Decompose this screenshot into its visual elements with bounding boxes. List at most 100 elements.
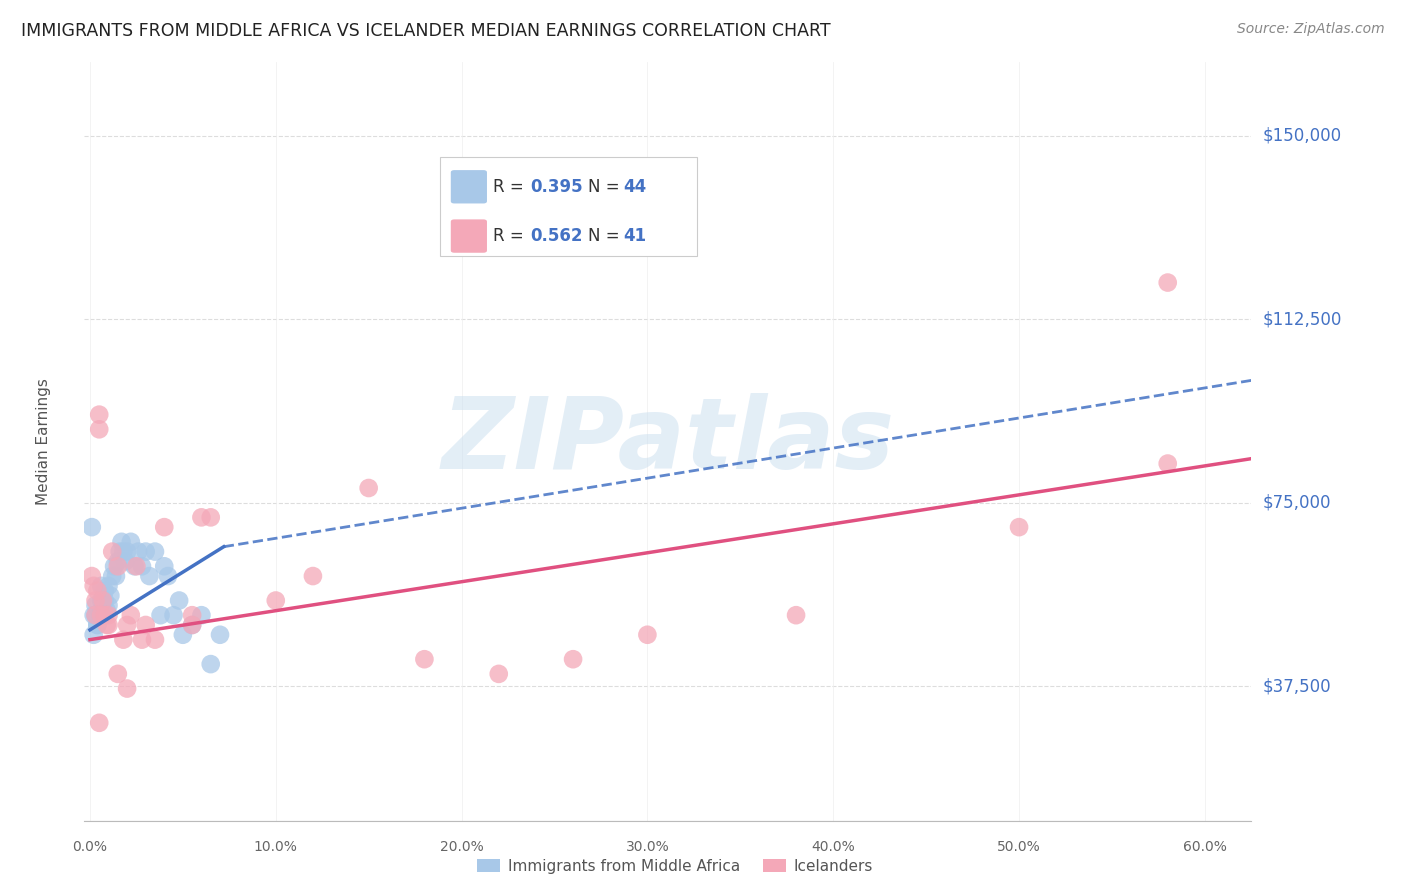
- FancyBboxPatch shape: [440, 157, 697, 256]
- Point: [413, 652, 436, 666]
- Point: [94, 593, 117, 607]
- FancyBboxPatch shape: [451, 219, 486, 252]
- Point: [208, 628, 231, 642]
- Text: $37,500: $37,500: [1263, 677, 1331, 695]
- Point: [143, 544, 166, 558]
- Text: $75,000: $75,000: [1263, 493, 1331, 512]
- Point: [80, 569, 103, 583]
- Text: 0.0%: 0.0%: [73, 840, 107, 855]
- Point: [112, 632, 135, 647]
- Point: [107, 666, 129, 681]
- Point: [264, 593, 287, 607]
- Point: [96, 603, 118, 617]
- Point: [110, 534, 132, 549]
- Point: [97, 618, 120, 632]
- Point: [153, 520, 176, 534]
- Point: [91, 608, 114, 623]
- FancyBboxPatch shape: [451, 170, 486, 203]
- Point: [101, 569, 124, 583]
- Text: 30.0%: 30.0%: [626, 840, 669, 855]
- Point: [97, 608, 120, 623]
- Point: [84, 608, 107, 623]
- Text: $112,500: $112,500: [1263, 310, 1341, 328]
- Point: [83, 628, 105, 642]
- Text: 10.0%: 10.0%: [254, 840, 298, 855]
- Text: Median Earnings: Median Earnings: [37, 378, 51, 505]
- Point: [90, 608, 112, 623]
- Point: [86, 618, 108, 632]
- Text: 41: 41: [623, 227, 647, 245]
- Point: [181, 618, 204, 632]
- Point: [636, 628, 658, 642]
- Point: [112, 544, 135, 558]
- Point: [100, 589, 122, 603]
- Point: [131, 632, 153, 647]
- Text: N =: N =: [589, 227, 626, 245]
- Point: [181, 608, 204, 623]
- Text: N =: N =: [589, 178, 626, 195]
- Point: [115, 544, 138, 558]
- Text: 44: 44: [623, 178, 647, 195]
- Point: [120, 608, 142, 623]
- Point: [200, 657, 222, 672]
- Point: [156, 569, 179, 583]
- Point: [107, 559, 129, 574]
- Point: [86, 618, 108, 632]
- Text: 0.562: 0.562: [530, 227, 582, 245]
- Text: ZIPatlas: ZIPatlas: [441, 393, 894, 490]
- Point: [167, 593, 190, 607]
- Point: [101, 544, 124, 558]
- Point: [90, 579, 112, 593]
- Point: [127, 544, 149, 558]
- Point: [115, 681, 138, 696]
- Point: [97, 599, 120, 613]
- Point: [149, 608, 172, 623]
- Point: [84, 599, 107, 613]
- Point: [103, 559, 125, 574]
- Point: [90, 593, 112, 607]
- Point: [86, 583, 108, 598]
- Text: 50.0%: 50.0%: [997, 840, 1040, 855]
- Point: [89, 422, 111, 436]
- Text: R =: R =: [494, 227, 529, 245]
- Text: Source: ZipAtlas.com: Source: ZipAtlas.com: [1237, 22, 1385, 37]
- Point: [90, 608, 112, 623]
- Point: [172, 628, 194, 642]
- Point: [135, 618, 157, 632]
- Point: [94, 608, 117, 623]
- Point: [96, 618, 118, 632]
- Point: [200, 510, 222, 524]
- Point: [1157, 276, 1180, 290]
- Point: [120, 534, 142, 549]
- Point: [138, 569, 160, 583]
- Point: [97, 579, 120, 593]
- Point: [114, 554, 136, 568]
- Point: [89, 715, 111, 730]
- Point: [190, 608, 212, 623]
- Point: [135, 544, 157, 558]
- Point: [143, 632, 166, 647]
- Text: IMMIGRANTS FROM MIDDLE AFRICA VS ICELANDER MEDIAN EARNINGS CORRELATION CHART: IMMIGRANTS FROM MIDDLE AFRICA VS ICELAND…: [21, 22, 831, 40]
- Point: [84, 593, 107, 607]
- Point: [1008, 520, 1031, 534]
- Text: 60.0%: 60.0%: [1182, 840, 1227, 855]
- Point: [131, 559, 153, 574]
- Point: [89, 408, 111, 422]
- Point: [488, 666, 510, 681]
- Point: [125, 559, 148, 574]
- Point: [785, 608, 807, 623]
- Point: [181, 618, 204, 632]
- Text: 40.0%: 40.0%: [811, 840, 855, 855]
- Point: [1157, 457, 1180, 471]
- Point: [302, 569, 325, 583]
- Point: [153, 559, 176, 574]
- Point: [107, 554, 129, 568]
- Point: [190, 510, 212, 524]
- Point: [91, 593, 114, 607]
- Point: [83, 579, 105, 593]
- Point: [357, 481, 380, 495]
- Text: $150,000: $150,000: [1263, 127, 1341, 145]
- Point: [84, 608, 107, 623]
- Text: 20.0%: 20.0%: [440, 840, 484, 855]
- Point: [83, 608, 105, 623]
